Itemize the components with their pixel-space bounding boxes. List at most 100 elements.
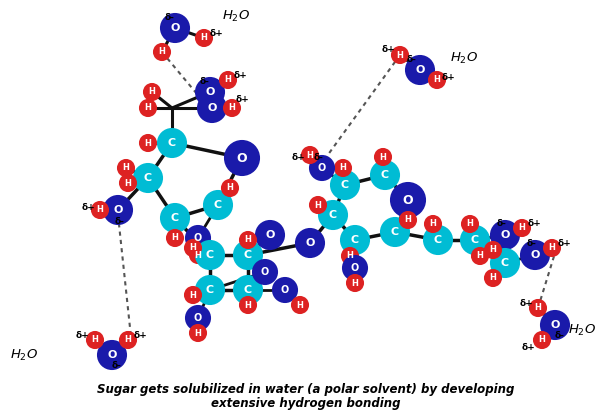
Circle shape — [347, 275, 363, 291]
Text: C: C — [214, 200, 222, 210]
Circle shape — [302, 147, 318, 163]
Text: C: C — [144, 173, 152, 183]
Text: δ-: δ- — [115, 218, 125, 226]
Text: C: C — [391, 227, 399, 237]
Text: extensive hydrogen bonding: extensive hydrogen bonding — [211, 396, 401, 410]
Text: O: O — [415, 65, 425, 75]
Text: H: H — [92, 335, 98, 344]
Text: δ+: δ+ — [210, 29, 224, 38]
Text: H: H — [538, 335, 546, 344]
Text: $H_2O$: $H_2O$ — [222, 8, 250, 24]
Text: δ+: δ+ — [133, 330, 147, 339]
Text: δ-: δ- — [165, 14, 175, 22]
Text: δ-: δ- — [314, 154, 324, 162]
Circle shape — [335, 160, 351, 176]
Text: O: O — [351, 263, 359, 273]
Circle shape — [120, 175, 136, 191]
Circle shape — [521, 241, 549, 269]
Circle shape — [514, 220, 530, 236]
Text: C: C — [206, 285, 214, 295]
Text: δ-: δ- — [407, 55, 417, 64]
Text: H: H — [189, 290, 197, 299]
Circle shape — [253, 260, 277, 284]
Text: H: H — [489, 273, 496, 282]
Circle shape — [185, 240, 201, 256]
Text: H: H — [351, 278, 359, 287]
Circle shape — [144, 84, 160, 100]
Circle shape — [485, 242, 501, 258]
Circle shape — [87, 332, 103, 348]
Text: δ+: δ+ — [442, 73, 456, 81]
Text: H: H — [397, 50, 403, 59]
Circle shape — [118, 160, 134, 176]
Text: H: H — [148, 88, 155, 97]
Text: H: H — [430, 219, 436, 228]
Circle shape — [234, 241, 262, 269]
Text: H: H — [189, 244, 197, 252]
Circle shape — [204, 191, 232, 219]
Text: O: O — [113, 205, 123, 215]
Text: H: H — [467, 219, 474, 228]
Text: C: C — [341, 180, 349, 190]
Text: H: H — [244, 301, 252, 309]
Circle shape — [425, 216, 441, 232]
Circle shape — [530, 300, 546, 316]
Text: $H_2O$: $H_2O$ — [450, 50, 478, 66]
Text: C: C — [351, 235, 359, 245]
Text: O: O — [194, 233, 202, 243]
Circle shape — [296, 229, 324, 257]
Text: C: C — [171, 213, 179, 223]
Text: O: O — [236, 152, 247, 164]
Circle shape — [310, 197, 326, 213]
Text: C: C — [206, 250, 214, 260]
Text: O: O — [530, 250, 540, 260]
Circle shape — [381, 218, 409, 246]
Text: O: O — [261, 267, 269, 277]
Text: δ-: δ- — [497, 218, 507, 228]
Text: H: H — [519, 223, 525, 233]
Text: δ+: δ+ — [519, 299, 533, 308]
Circle shape — [104, 196, 132, 224]
Circle shape — [224, 100, 240, 116]
Circle shape — [342, 248, 358, 264]
Text: δ-: δ- — [527, 240, 537, 249]
Circle shape — [190, 247, 206, 263]
Circle shape — [544, 240, 560, 256]
Text: H: H — [489, 245, 496, 254]
Text: H: H — [379, 152, 386, 161]
Circle shape — [534, 332, 550, 348]
Circle shape — [292, 297, 308, 313]
Circle shape — [196, 276, 224, 304]
Text: H: H — [296, 301, 304, 309]
Circle shape — [310, 156, 334, 180]
Circle shape — [140, 135, 156, 151]
Text: C: C — [168, 138, 176, 148]
Text: δ+: δ+ — [76, 330, 90, 339]
Text: O: O — [306, 238, 315, 248]
Text: H: H — [315, 200, 321, 209]
Circle shape — [400, 212, 416, 228]
Circle shape — [196, 30, 212, 46]
Text: H: H — [549, 244, 555, 252]
Circle shape — [158, 129, 186, 157]
Circle shape — [472, 248, 488, 264]
Text: H: H — [307, 150, 313, 159]
Text: O: O — [551, 320, 560, 330]
Text: H: H — [200, 33, 208, 43]
Text: O: O — [170, 23, 180, 33]
Text: δ+: δ+ — [527, 218, 541, 228]
Circle shape — [256, 221, 284, 249]
Text: δ+: δ+ — [557, 238, 571, 247]
Circle shape — [161, 14, 189, 42]
Circle shape — [429, 72, 445, 88]
Circle shape — [154, 44, 170, 60]
Text: O: O — [318, 163, 326, 173]
Text: C: C — [329, 210, 337, 220]
Text: δ-: δ- — [200, 76, 210, 85]
Circle shape — [341, 226, 369, 254]
Circle shape — [240, 232, 256, 248]
Circle shape — [120, 332, 136, 348]
Circle shape — [185, 287, 201, 303]
Text: H: H — [172, 233, 178, 242]
Text: H: H — [145, 104, 152, 112]
